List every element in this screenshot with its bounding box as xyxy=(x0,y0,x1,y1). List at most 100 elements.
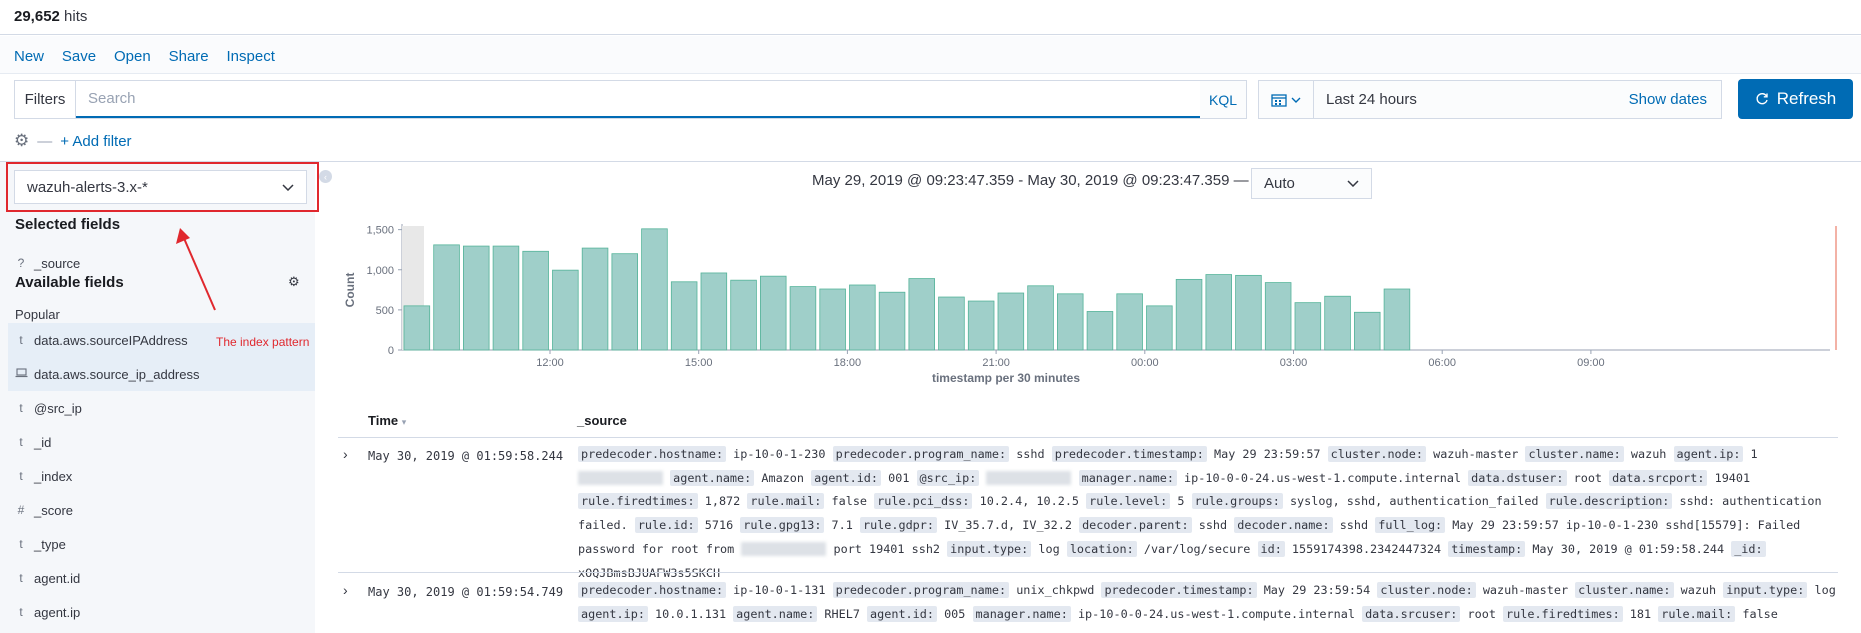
y-tick-label: 1,500 xyxy=(366,225,394,237)
filter-settings-gear-icon[interactable]: ⚙ xyxy=(14,131,30,150)
index-pattern-value: wazuh-alerts-3.x-* xyxy=(27,178,148,196)
field-key: agent.name: xyxy=(733,605,818,622)
field-key: rule.pci_dss: xyxy=(874,493,973,510)
expand-row-icon[interactable]: › xyxy=(343,446,348,462)
field-value: root xyxy=(1573,470,1603,485)
histogram-bar xyxy=(1264,282,1292,351)
x-tick-label: 00:00 xyxy=(1131,357,1159,369)
field-item[interactable]: t _type xyxy=(8,527,315,561)
open-link[interactable]: Open xyxy=(114,48,151,65)
field-name: @src_ip xyxy=(34,400,82,416)
field-item[interactable]: t _index xyxy=(8,459,315,493)
interval-value: Auto xyxy=(1264,175,1295,192)
histogram-bar xyxy=(581,247,609,351)
refresh-button[interactable]: Refresh xyxy=(1738,79,1853,119)
field-key: manager.name: xyxy=(1078,469,1177,486)
histogram-bar xyxy=(1027,285,1054,351)
save-link[interactable]: Save xyxy=(61,48,97,65)
expand-row-icon[interactable]: › xyxy=(343,582,348,598)
collapse-sidebar-button[interactable]: ‹ xyxy=(319,170,332,183)
field-type-icon: ? xyxy=(17,256,25,270)
filter-row: ⚙ — + Add filter xyxy=(14,130,132,152)
field-value: wazuh xyxy=(1630,447,1667,461)
popular-label: Popular xyxy=(15,307,60,322)
field-key: agent.id: xyxy=(811,469,882,486)
field-key: decoder.name: xyxy=(1234,517,1333,534)
field-item[interactable]: # _score xyxy=(8,493,315,527)
field-item[interactable]: data.aws.source_ip_address xyxy=(8,357,315,391)
field-key: data.dstuser: xyxy=(1468,469,1567,486)
field-key: decoder.parent: xyxy=(1079,517,1192,534)
field-value: ip-10-0-0-24.us-west-1.compute.internal xyxy=(1184,470,1462,485)
histogram-chart: 0 500 1,000 1,500 Count 12:00 15:00 18:00 21:00 0… xyxy=(343,224,1837,385)
field-item[interactable]: t _id xyxy=(8,425,315,459)
field-key: predecoder.timestamp: xyxy=(1101,582,1257,598)
field-value: sshd xyxy=(1016,447,1045,461)
field-item[interactable]: t data.aws.sourceIPAddress xyxy=(8,323,315,357)
index-pattern-select[interactable]: wazuh-alerts-3.x-* xyxy=(14,170,307,204)
x-tick-label: 21:00 xyxy=(982,357,1010,369)
kql-toggle[interactable]: KQL xyxy=(1208,91,1237,108)
field-key: location: xyxy=(1066,540,1137,557)
redacted-value xyxy=(741,542,827,557)
chevron-down-icon xyxy=(1347,180,1359,187)
field-name: _index xyxy=(34,468,73,484)
field-value: wazuh xyxy=(1680,583,1717,597)
chevron-down-icon xyxy=(1291,97,1301,103)
field-value: RHEL7 xyxy=(824,606,860,621)
refresh-label: Refresh xyxy=(1776,89,1837,108)
field-item[interactable]: t agent.ip xyxy=(8,595,315,629)
histogram-bar xyxy=(938,296,965,351)
source-column-header: _source xyxy=(577,413,627,428)
field-value: false xyxy=(1742,606,1778,621)
row-divider xyxy=(338,572,1838,573)
field-value: sshd xyxy=(1339,518,1369,533)
show-dates-link[interactable]: Show dates xyxy=(1628,91,1707,108)
x-tick-label: 06:00 xyxy=(1428,357,1456,369)
add-filter-link[interactable]: + Add filter xyxy=(60,132,132,150)
histogram-bar xyxy=(492,245,520,351)
histogram-bar xyxy=(670,281,698,351)
new-link[interactable]: New xyxy=(14,48,45,65)
field-key: manager.name: xyxy=(972,605,1071,622)
field-item[interactable]: t @src_ip xyxy=(8,391,315,425)
share-link[interactable]: Share xyxy=(168,48,209,65)
field-settings-gear-icon[interactable]: ⚙ xyxy=(288,274,300,289)
annotation-highlight-box xyxy=(6,162,319,212)
field-value: ip-10-0-1-230 xyxy=(733,447,826,461)
field-key: rule.level: xyxy=(1086,493,1171,510)
field-value: Amazon xyxy=(761,470,804,485)
histogram-bar xyxy=(997,292,1025,351)
string-type-icon: t xyxy=(19,469,23,483)
calendar-icon xyxy=(1271,93,1287,107)
field-key: predecoder.timestamp: xyxy=(1051,446,1207,462)
time-column-header[interactable]: Time ▾ xyxy=(368,413,406,428)
field-value: log xyxy=(1038,541,1060,556)
inspect-link[interactable]: Inspect xyxy=(226,48,275,65)
interval-select[interactable]: Auto xyxy=(1251,168,1372,199)
search-input[interactable] xyxy=(76,81,1200,118)
field-value: ip-10-0-0-24.us-west-1.compute.internal xyxy=(1077,606,1355,621)
string-type-icon: t xyxy=(19,605,23,619)
field-key: rule.firedtimes: xyxy=(578,493,698,510)
histogram-bar xyxy=(878,291,906,351)
field-value: port 19401 ssh2 xyxy=(833,541,941,556)
histogram-bar xyxy=(1354,311,1381,351)
field-key: _id: xyxy=(1731,540,1766,557)
histogram-bar xyxy=(849,284,876,351)
field-value: sshd: authentication failed. xyxy=(578,494,1822,533)
row-time: May 30, 2019 @ 01:59:58.244 xyxy=(368,449,564,463)
field-key: rule.gpg13: xyxy=(740,517,825,534)
field-key: rule.id: xyxy=(634,517,698,534)
histogram-bar xyxy=(789,286,817,351)
histogram-bar xyxy=(1086,311,1114,351)
quick-menu-button[interactable] xyxy=(1259,81,1314,118)
histogram-bar xyxy=(403,305,431,351)
y-tick-label: 500 xyxy=(376,305,394,317)
filters-button[interactable]: Filters xyxy=(15,81,76,118)
field-value: IV_35.7.d, IV_32.2 xyxy=(944,518,1072,533)
field-item[interactable]: t agent.id xyxy=(8,561,315,595)
selected-field-source[interactable]: ? _source xyxy=(8,246,315,280)
time-range-text[interactable]: Last 24 hours xyxy=(1326,91,1417,108)
field-value: syslog, sshd, authentication_failed xyxy=(1289,494,1539,509)
